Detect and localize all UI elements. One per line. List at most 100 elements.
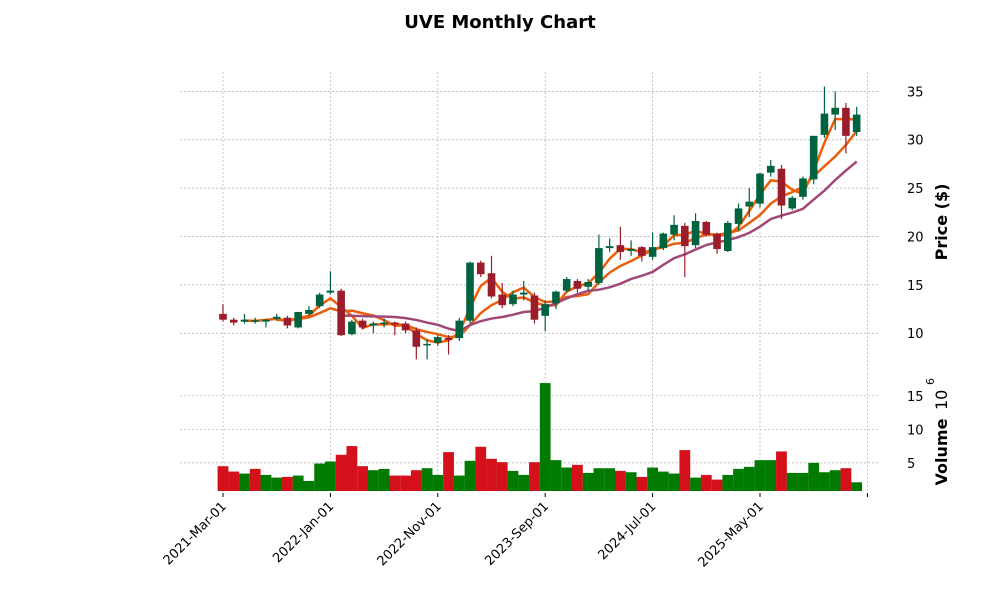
volume-bar	[668, 473, 680, 491]
volume-bar	[410, 470, 422, 491]
volume-bar	[389, 475, 401, 491]
candle-down	[498, 294, 507, 306]
candle-up	[380, 322, 388, 325]
candle-up	[434, 337, 442, 343]
volume-bar	[282, 476, 293, 491]
candle-up	[240, 319, 249, 322]
candle-down	[713, 233, 721, 250]
candle-up	[788, 197, 797, 209]
volume-panel	[217, 383, 863, 491]
volume-bar	[325, 461, 336, 491]
candle-up	[852, 114, 861, 132]
price-tick-label: 20	[907, 230, 924, 245]
candle-down	[842, 107, 850, 136]
volume-bar	[679, 450, 691, 491]
volume-tick-label: 5	[907, 457, 915, 472]
volume-bar	[496, 462, 508, 491]
candle-up	[326, 290, 335, 293]
candle-up	[659, 233, 668, 249]
candle-down	[487, 273, 496, 297]
candle-up	[294, 311, 302, 328]
volume-bar	[808, 462, 820, 491]
price-axis-label: Price ($)	[932, 184, 951, 261]
x-tick-label: 2021-Mar-01	[161, 499, 230, 568]
candle-up	[315, 294, 324, 307]
candle-up	[723, 222, 732, 251]
volume-bar	[421, 468, 433, 491]
volume-bar	[840, 468, 852, 491]
volume-bar	[400, 475, 411, 491]
volume-bar	[561, 467, 573, 491]
volume-bar	[303, 480, 315, 491]
candle-up	[809, 135, 818, 180]
candle-down	[573, 280, 582, 289]
candle-down	[412, 330, 421, 347]
candle-up	[562, 279, 571, 291]
candle-up	[799, 178, 807, 197]
candle-up	[670, 224, 678, 235]
volume-bar	[765, 460, 777, 491]
volume-bar	[271, 477, 283, 491]
volume-bar	[733, 468, 744, 491]
volume-bar	[378, 468, 390, 491]
candle-up	[756, 173, 764, 204]
moving-averages	[244, 117, 858, 344]
candle-down	[530, 295, 539, 320]
volume-tick-label: 15	[907, 390, 924, 405]
volume-bar	[851, 482, 863, 491]
volume-bar	[260, 474, 272, 491]
mav-6-line	[276, 130, 858, 339]
volume-bar	[700, 474, 712, 491]
volume-bar	[690, 477, 701, 491]
volume-bar	[346, 446, 358, 491]
candle-down	[358, 320, 367, 328]
candle-up	[552, 291, 560, 304]
candle-up	[509, 294, 517, 305]
candle-up	[455, 320, 464, 339]
candle-down	[476, 262, 485, 275]
volume-bar	[786, 472, 798, 491]
x-tick-label: 2022-Nov-01	[375, 499, 445, 569]
volume-bar	[582, 472, 594, 491]
candle-up	[369, 323, 378, 326]
x-tick-label: 2023-Sep-01	[482, 499, 552, 569]
volume-bar	[743, 466, 755, 491]
volume-bar	[657, 471, 669, 491]
volume-bar	[518, 474, 530, 491]
candle-down	[638, 247, 646, 256]
candle-up	[691, 221, 700, 246]
volume-bar	[647, 467, 658, 491]
volume-bar	[335, 454, 347, 491]
chart-title: UVE Monthly Chart	[404, 12, 596, 33]
volume-bar	[604, 468, 616, 491]
candle-up	[595, 248, 603, 283]
volume-bar	[292, 475, 304, 491]
x-tick-label: 2022-Jan-01	[270, 499, 337, 566]
grid	[180, 72, 880, 491]
candle-down	[702, 221, 711, 235]
price-panel	[219, 86, 861, 360]
volume-bar	[797, 472, 809, 491]
volume-bar	[453, 475, 465, 491]
candle-down	[777, 168, 786, 206]
volume-bar	[572, 464, 583, 491]
volume-bar	[249, 468, 261, 491]
volume-bar	[722, 474, 734, 491]
volume-bar	[475, 446, 487, 491]
volume-bar	[829, 470, 841, 491]
volume-multiplier: 10	[932, 390, 951, 410]
volume-bar	[539, 383, 551, 491]
candle-up	[272, 316, 281, 319]
candle-up	[519, 292, 528, 295]
candle-up	[348, 321, 356, 335]
axes: 10 15 20 25 30 35 5 10 15 2021-Mar-01 2022-Jan-01 2…	[161, 85, 924, 570]
candle-down	[337, 290, 345, 336]
volume-bar	[432, 474, 444, 491]
volume-bar	[217, 466, 229, 491]
mav-12-line	[341, 160, 858, 333]
x-tick-label: 2025-May-01	[696, 499, 767, 570]
volume-bar	[228, 471, 240, 491]
candle-down	[391, 322, 399, 325]
